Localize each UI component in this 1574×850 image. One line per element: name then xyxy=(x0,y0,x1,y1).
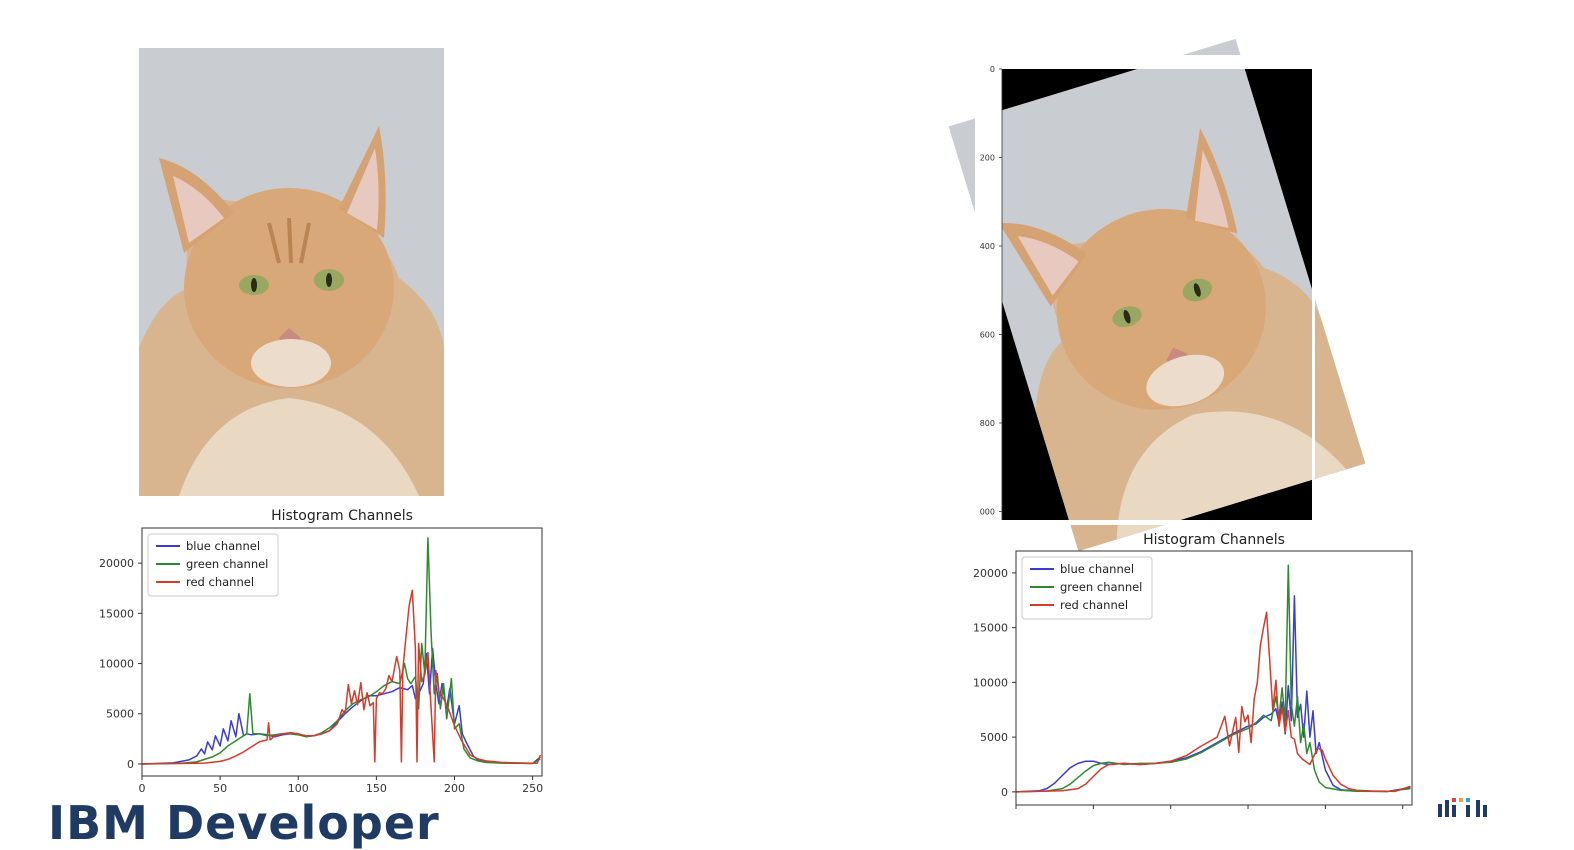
y-tick-label: 10000 xyxy=(973,676,1008,689)
photo-y-ticks: 0 200 400 600 800 000 xyxy=(980,65,1002,517)
series-line-green-channel xyxy=(141,537,541,765)
y-tick-label: 10000 xyxy=(99,658,134,671)
rotated-cat-left-ear-inner xyxy=(1017,236,1079,296)
legend-box xyxy=(1021,556,1153,620)
legend-label: blue channel xyxy=(186,539,260,553)
photo-y-tick-label: 0 xyxy=(990,65,995,74)
series-line-red-channel xyxy=(1015,611,1411,793)
photo-y-tick-label: 000 xyxy=(980,508,995,517)
left-histogram-chart: 0 5000 10000 15000 20000 0 50 100 150 200 250 blue … xyxy=(99,527,543,795)
corner-logo-icon xyxy=(1438,798,1487,817)
cat-right-pupil xyxy=(326,273,332,287)
y-tick-label: 5000 xyxy=(106,708,134,721)
photo-y-tick-label: 600 xyxy=(980,331,995,340)
series-line-green-channel xyxy=(1015,564,1411,793)
y-tick-label: 20000 xyxy=(973,567,1008,580)
x-tick-label: 100 xyxy=(288,782,309,795)
x-tick-label: 50 xyxy=(213,782,227,795)
plot-frame xyxy=(1015,550,1413,806)
right-histogram-title: Histogram Channels xyxy=(1143,532,1285,548)
x-tick-label: 0 xyxy=(139,782,146,795)
cat-muzzle xyxy=(251,339,331,387)
legend-label: green channel xyxy=(1060,580,1142,594)
x-tick-label: 250 xyxy=(522,782,543,795)
rotated-cat-right-pupil xyxy=(1193,283,1201,297)
x-tick-label: 150 xyxy=(366,782,387,795)
left-cat-photo xyxy=(139,48,444,496)
rotated-cat-chest xyxy=(1116,411,1347,540)
y-tick-label: 5000 xyxy=(980,731,1008,744)
ibm-developer-watermark: IBM Developer xyxy=(48,796,440,850)
y-tick-label: 0 xyxy=(1001,786,1008,799)
series-line-blue-channel xyxy=(1015,595,1411,793)
legend-box xyxy=(147,533,279,597)
legend-label: red channel xyxy=(1060,598,1128,612)
y-tick-label: 15000 xyxy=(99,607,134,620)
legend-label: blue channel xyxy=(1060,562,1134,576)
series-line-blue-channel xyxy=(141,647,541,765)
right-histogram-chart: 0 5000 10000 15000 20000 blue channel green ch… xyxy=(973,550,1413,809)
cat-head xyxy=(184,188,394,388)
y-tick-label: 15000 xyxy=(973,622,1008,635)
right-photo-figure: 0 200 400 600 800 000 xyxy=(948,38,1366,552)
cat-left-ear-inner xyxy=(173,176,224,243)
cat-right-ear-inner xyxy=(347,148,379,230)
plot-frame xyxy=(141,527,543,777)
x-tick-label: 200 xyxy=(444,782,465,795)
rotated-cat-photo xyxy=(948,38,1366,552)
rotated-cat-muzzle xyxy=(1146,354,1225,407)
cat-chest xyxy=(179,398,419,496)
photo-y-tick-label: 400 xyxy=(980,242,995,251)
cat-illustration xyxy=(139,48,444,496)
cat-left-pupil xyxy=(251,278,257,292)
rotated-cat-left-pupil xyxy=(1123,309,1131,324)
legend-label: green channel xyxy=(186,557,268,571)
legend-label: red channel xyxy=(186,575,254,589)
rotated-cat-right-ear-inner xyxy=(1194,150,1229,229)
left-histogram-title: Histogram Channels xyxy=(271,508,413,524)
cat-forehead-stripes xyxy=(267,217,311,264)
photo-y-tick-label: 200 xyxy=(980,154,995,163)
y-tick-label: 0 xyxy=(127,758,134,771)
series-line-red-channel xyxy=(141,589,542,765)
photo-y-tick-label: 800 xyxy=(980,419,995,428)
y-tick-label: 20000 xyxy=(99,557,134,570)
